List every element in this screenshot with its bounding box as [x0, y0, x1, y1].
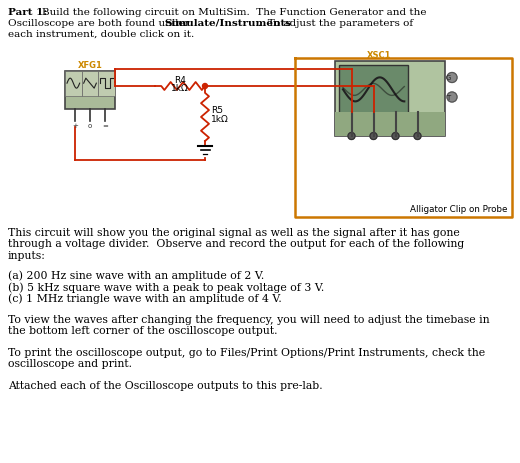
Text: each instrument, double click on it.: each instrument, double click on it.	[8, 30, 194, 39]
Text: Build the following circuit on MultiSim.  The Function Generator and the: Build the following circuit on MultiSim.…	[42, 8, 426, 17]
Text: =: =	[102, 123, 108, 129]
Text: Simulate/Instruments: Simulate/Instruments	[164, 19, 291, 28]
Text: (a) 200 Hz sine wave with an amplitude of 2 V.: (a) 200 Hz sine wave with an amplitude o…	[8, 270, 264, 281]
Text: R5: R5	[211, 106, 223, 115]
Bar	[335, 113, 445, 137]
Text: Attached each of the Oscilloscope outputs to this pre-lab.: Attached each of the Oscilloscope output…	[8, 380, 322, 390]
Text: T: T	[446, 95, 450, 101]
Text: XFG1: XFG1	[77, 61, 102, 70]
Text: Part 1:: Part 1:	[8, 8, 47, 17]
Text: To print the oscilloscope output, go to Files/Print Options/Print Instruments, c: To print the oscilloscope output, go to …	[8, 347, 485, 357]
Text: +: +	[72, 123, 78, 129]
Text: Alligator Clip on Probe: Alligator Clip on Probe	[410, 205, 507, 213]
Text: G: G	[446, 75, 451, 81]
Circle shape	[370, 133, 377, 140]
Text: oscilloscope and print.: oscilloscope and print.	[8, 359, 132, 369]
Bar	[335, 62, 445, 137]
Text: 1kΩ: 1kΩ	[171, 84, 189, 93]
Text: R4: R4	[174, 76, 186, 85]
Text: To view the waves after changing the frequency, you will need to adjust the time: To view the waves after changing the fre…	[8, 314, 490, 324]
Text: .  To adjust the parameters of: . To adjust the parameters of	[258, 19, 413, 28]
Circle shape	[447, 93, 457, 103]
Text: inputs:: inputs:	[8, 250, 46, 260]
Text: Oscilloscope are both found under: Oscilloscope are both found under	[8, 19, 193, 28]
Text: 1kΩ: 1kΩ	[211, 115, 229, 124]
Text: This circuit will show you the original signal as well as the signal after it ha: This circuit will show you the original …	[8, 227, 460, 238]
Text: through a voltage divider.  Observe and record the output for each of the follow: through a voltage divider. Observe and r…	[8, 239, 464, 249]
Circle shape	[447, 73, 457, 83]
Bar	[65, 72, 115, 110]
Text: the bottom left corner of the oscilloscope output.: the bottom left corner of the oscillosco…	[8, 326, 278, 336]
Text: (c) 1 MHz triangle wave with an amplitude of 4 V.: (c) 1 MHz triangle wave with an amplitud…	[8, 293, 282, 303]
Circle shape	[414, 133, 421, 140]
Circle shape	[392, 133, 399, 140]
Text: o: o	[88, 123, 92, 129]
Bar	[65, 72, 82, 96]
Circle shape	[348, 133, 355, 140]
Text: (b) 5 kHz square wave with a peak to peak voltage of 3 V.: (b) 5 kHz square wave with a peak to pea…	[8, 282, 324, 292]
Bar	[82, 72, 98, 96]
Text: XSC1: XSC1	[367, 51, 391, 60]
Bar	[98, 72, 115, 96]
Circle shape	[202, 84, 207, 89]
Bar	[339, 66, 408, 114]
